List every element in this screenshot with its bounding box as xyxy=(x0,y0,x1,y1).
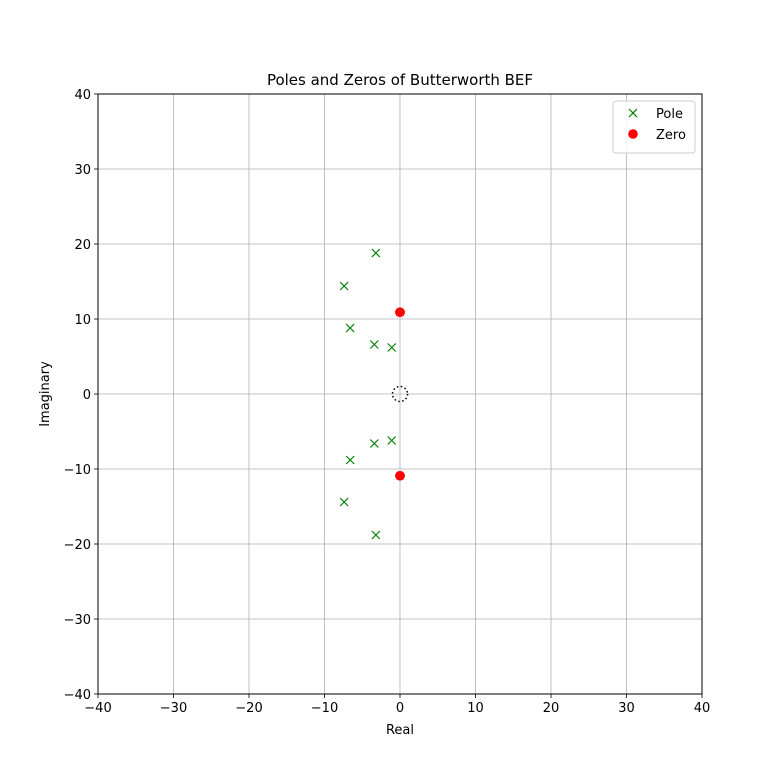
pole-point xyxy=(387,343,397,352)
y-tick-label: 30 xyxy=(74,163,91,178)
legend-zero-marker xyxy=(628,129,638,139)
pole-marker-stroke xyxy=(345,455,355,465)
legend-pole-marker xyxy=(628,108,638,118)
zero-point xyxy=(395,470,405,481)
pole-point xyxy=(369,340,379,349)
y-tick-label: 0 xyxy=(83,388,91,403)
zero-point xyxy=(395,307,405,318)
x-tick-label: −40 xyxy=(84,701,111,716)
pole-marker-stroke xyxy=(387,343,397,352)
pole-point xyxy=(369,439,379,448)
pole-marker-stroke xyxy=(339,497,349,507)
x-tick-label: −20 xyxy=(235,701,262,716)
y-tick-label: −40 xyxy=(64,688,91,703)
y-tick-label: −10 xyxy=(64,463,91,478)
y-tick-label: −20 xyxy=(64,538,91,553)
y-tick-label: 40 xyxy=(74,88,91,103)
pole-point xyxy=(371,248,381,258)
x-tick-label: 40 xyxy=(694,701,711,716)
pole-marker-stroke xyxy=(628,108,638,118)
y-axis-label: Imaginary xyxy=(38,361,53,427)
pole-point xyxy=(387,436,397,445)
pole-point xyxy=(345,455,355,465)
x-axis-label: Real xyxy=(386,723,414,738)
pole-marker-stroke xyxy=(345,323,355,333)
y-tick-label: 10 xyxy=(74,313,91,328)
pole-marker-stroke xyxy=(371,248,381,258)
x-tick-label: 20 xyxy=(543,701,560,716)
pole-marker-stroke xyxy=(371,530,381,540)
pole-marker-stroke xyxy=(369,340,379,349)
pole-point xyxy=(339,281,349,291)
chart-title: Poles and Zeros of Butterworth BEF xyxy=(267,71,533,89)
legend-pole-label: Pole xyxy=(656,107,683,122)
pole-marker-stroke xyxy=(387,436,397,445)
x-tick-label: −30 xyxy=(160,701,187,716)
legend: Pole Zero xyxy=(612,100,696,154)
x-tick-label: 0 xyxy=(396,701,404,716)
x-tick-label: 30 xyxy=(618,701,635,716)
pole-marker-stroke xyxy=(369,439,379,448)
y-tick-label: 20 xyxy=(74,238,91,253)
pole-point xyxy=(371,530,381,540)
x-tick-label: 10 xyxy=(467,701,484,716)
axis-ticks: −40 −30 −20 −10 0 10 20 30 40 −40 −30 −20 −10 0 10 20 30… xyxy=(64,88,711,716)
data-marks xyxy=(339,248,405,540)
pole-point xyxy=(339,497,349,507)
y-tick-label: −30 xyxy=(64,613,91,628)
legend-zero-label: Zero xyxy=(656,128,686,143)
pole-point xyxy=(345,323,355,333)
pole-marker-stroke xyxy=(339,281,349,291)
x-tick-label: −10 xyxy=(311,701,338,716)
